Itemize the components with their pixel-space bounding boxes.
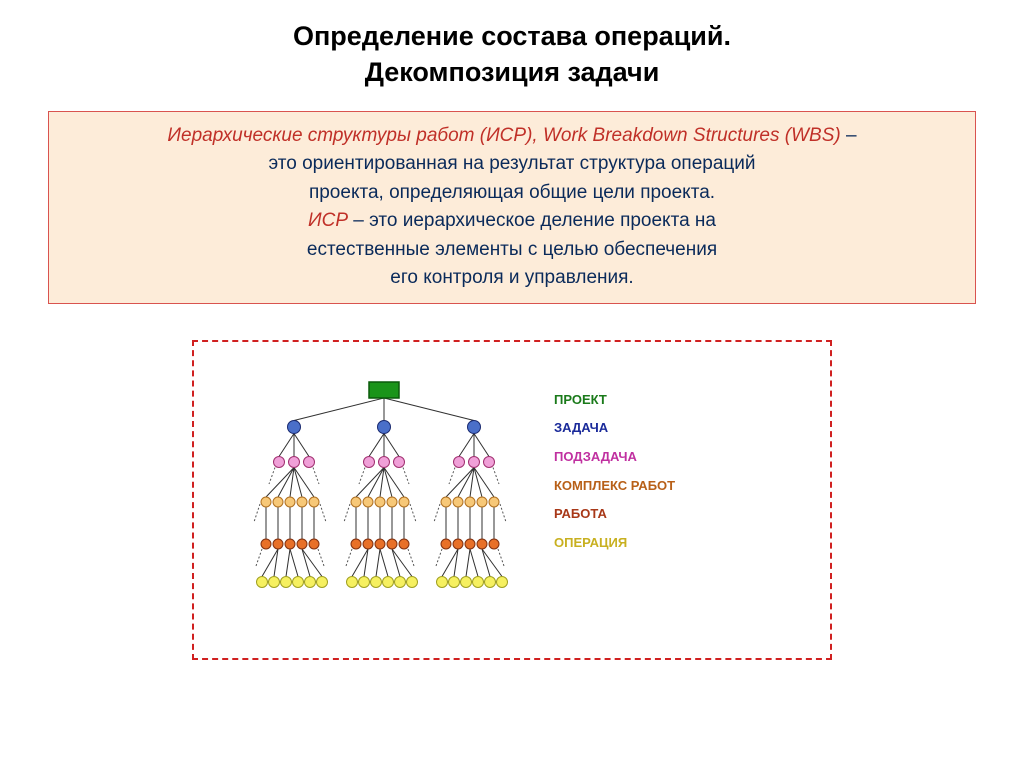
page-title: Определение состава операций. Декомпозиц…: [0, 0, 1024, 91]
def-line4-italic: ИСР: [308, 210, 348, 231]
def-line4-rest: – это иерархическое деление проекта на: [348, 210, 716, 231]
def-line2: это ориентированная на результат структу…: [63, 150, 961, 179]
legend-item-3: КОМПЛЕКС РАБОТ: [554, 472, 675, 501]
def-line3: проекта, определяющая общие цели проекта…: [63, 179, 961, 208]
diagram-container: ПРОЕКТЗАДАЧАПОДЗАДАЧАКОМПЛЕКС РАБОТРАБОТ…: [192, 340, 832, 660]
def-line1: Иерархические структуры работ (ИСР), Wor…: [63, 122, 961, 151]
legend-item-5: ОПЕРАЦИЯ: [554, 529, 675, 558]
legend-item-1: ЗАДАЧА: [554, 414, 675, 443]
legend-item-4: РАБОТА: [554, 500, 675, 529]
title-line2: Декомпозиция задачи: [0, 54, 1024, 90]
title-line1: Определение состава операций.: [0, 18, 1024, 54]
legend-item-0: ПРОЕКТ: [554, 386, 675, 415]
legend-item-2: ПОДЗАДАЧА: [554, 443, 675, 472]
def-line1-rest: –: [841, 125, 857, 146]
definition-box: Иерархические структуры работ (ИСР), Wor…: [48, 111, 976, 304]
def-line6: его контроля и управления.: [63, 264, 961, 293]
def-line1-italic: Иерархические структуры работ (ИСР), Wor…: [167, 125, 840, 146]
legend: ПРОЕКТЗАДАЧАПОДЗАДАЧАКОМПЛЕКС РАБОТРАБОТ…: [554, 386, 675, 558]
def-line5: естественные элементы с целью обеспечени…: [63, 236, 961, 265]
tree-diagram: [224, 372, 544, 612]
def-line4: ИСР – это иерархическое деление проекта …: [63, 207, 961, 236]
